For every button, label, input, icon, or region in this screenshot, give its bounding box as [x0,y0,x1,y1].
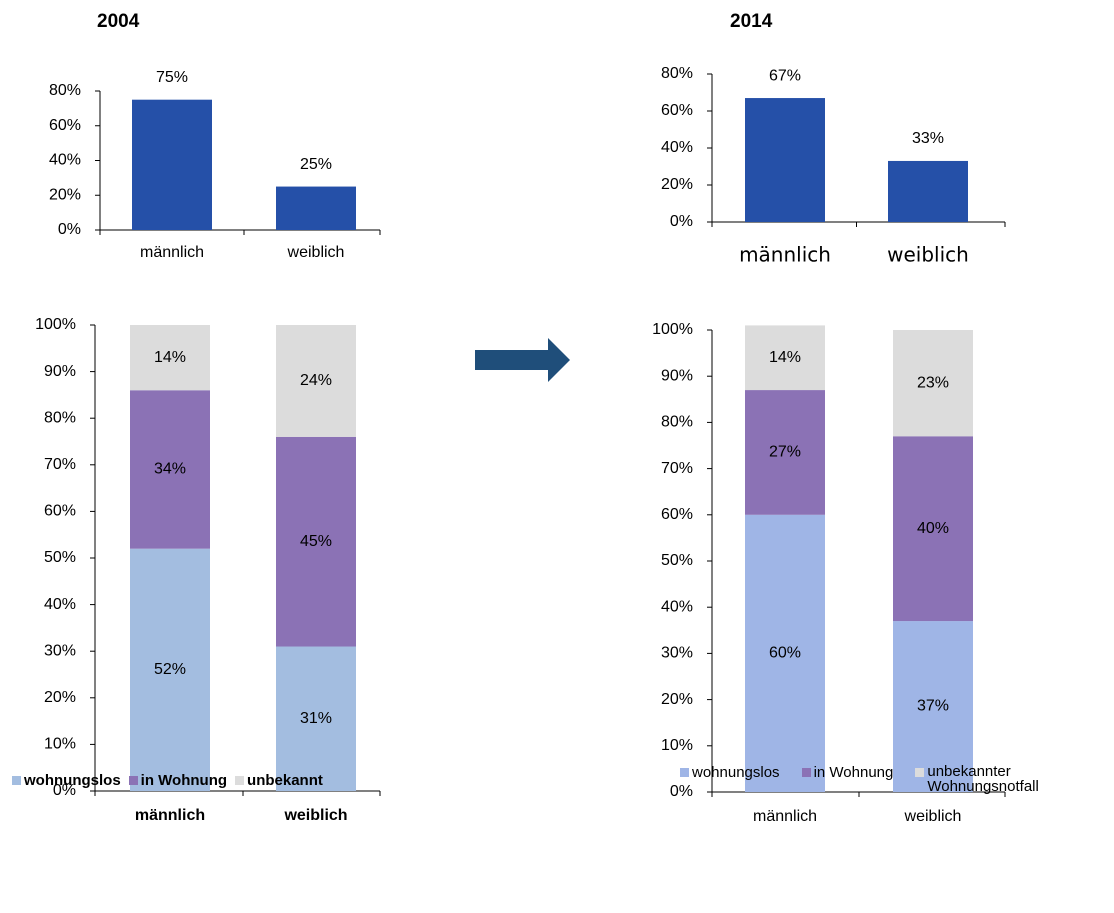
y-tick-label: 50% [44,549,76,566]
legend-label: unbekannter Wohnungsnotfall [927,763,1039,795]
bar-segment [745,390,825,515]
y-tick-label: 0% [53,782,76,799]
legend-label: wohnungslos [24,772,121,789]
y-tick-label: 20% [44,689,76,706]
data-label: 33% [912,130,944,147]
legend-label: wohnungslos [692,764,780,781]
bar [132,99,212,230]
data-label: 34% [154,461,186,478]
y-tick-label: 0% [670,213,693,230]
data-label: 27% [769,444,801,461]
y-tick-label: 30% [661,645,693,662]
x-tick-label: weiblich [287,244,345,261]
data-label: 67% [769,67,801,84]
x-tick-label: weiblich [887,243,969,267]
legend-item: unbekannter Wohnungsnotfall [915,763,1039,795]
legend-swatch [915,768,925,777]
legend-item: in Wohnung [128,772,228,789]
y-tick-label: 100% [35,316,76,333]
bar [745,98,825,222]
y-tick-label: 60% [44,503,76,520]
bar [888,160,968,222]
y-tick-label: 10% [661,737,693,754]
bar [276,186,356,230]
y-tick-label: 70% [44,456,76,473]
y-tick-label: 90% [44,363,76,380]
legend-swatch [801,768,811,777]
y-tick-label: 60% [661,506,693,523]
y-tick-label: 80% [44,409,76,426]
y-tick-label: 20% [49,186,81,203]
chart-title: 2014 [730,11,773,32]
y-tick-label: 80% [49,82,81,99]
y-tick-label: 80% [661,65,693,82]
legend-label: in Wohnung [140,772,228,789]
y-tick-label: 60% [661,102,693,119]
legend-swatch [235,776,245,785]
y-tick-label: 20% [661,691,693,708]
x-tick-label: männlich [135,807,205,824]
legend-item: wohnungslos [680,764,780,781]
y-tick-label: 50% [661,552,693,569]
bar-segment [745,514,825,792]
data-label: 14% [154,349,186,366]
bar-segment [276,646,356,791]
bar-segment [276,325,356,437]
x-tick-label: männlich [739,243,831,267]
bar-segment [130,548,210,791]
data-label: 25% [300,156,332,173]
bar-segment [893,436,973,622]
x-tick-label: weiblich [283,807,347,824]
bar-segment [130,390,210,549]
data-label: 31% [300,710,332,727]
y-tick-label: 40% [44,596,76,613]
arrow [475,338,570,382]
y-tick-label: 40% [661,139,693,156]
data-label: 14% [769,349,801,366]
chart-title: 2004 [97,11,140,32]
data-label: 37% [917,698,949,715]
y-tick-label: 100% [652,321,693,338]
legend-swatch [680,768,689,777]
legend: wohnungslos in Wohnung unbekannt [12,772,331,789]
y-tick-label: 0% [58,221,81,238]
y-tick-label: 40% [49,152,81,169]
y-tick-label: 90% [661,367,693,384]
legend-swatch [128,776,138,785]
legend: wohnungslos in Wohnung unbekannter Wohnung… [680,764,1059,794]
legend-item: unbekannt [235,772,323,789]
y-tick-label: 10% [44,736,76,753]
y-tick-label: 40% [661,598,693,615]
x-tick-label: männlich [753,808,817,825]
legend-label: unbekannt [247,772,323,789]
x-tick-label: männlich [140,244,204,261]
data-label: 75% [156,69,188,86]
bar-segment [745,325,825,391]
x-tick-label: weiblich [904,808,962,825]
legend-item: wohnungslos [12,772,121,789]
data-label: 60% [769,645,801,662]
bar-segment [130,325,210,391]
y-tick-label: 60% [49,117,81,134]
legend-swatch [12,776,21,785]
data-label: 40% [917,520,949,537]
bar-segment [276,436,356,647]
y-tick-label: 70% [661,460,693,477]
data-label: 24% [300,372,332,389]
data-label: 23% [917,374,949,391]
data-label: 52% [154,661,186,678]
legend-item: in Wohnung [801,764,894,781]
bar-segment [893,330,973,437]
bar-segment [893,621,973,792]
y-tick-label: 30% [44,642,76,659]
y-tick-label: 80% [661,414,693,431]
legend-label: in Wohnung [813,764,894,781]
data-label: 45% [300,533,332,550]
y-tick-label: 20% [661,176,693,193]
y-tick-label: 0% [670,783,693,800]
